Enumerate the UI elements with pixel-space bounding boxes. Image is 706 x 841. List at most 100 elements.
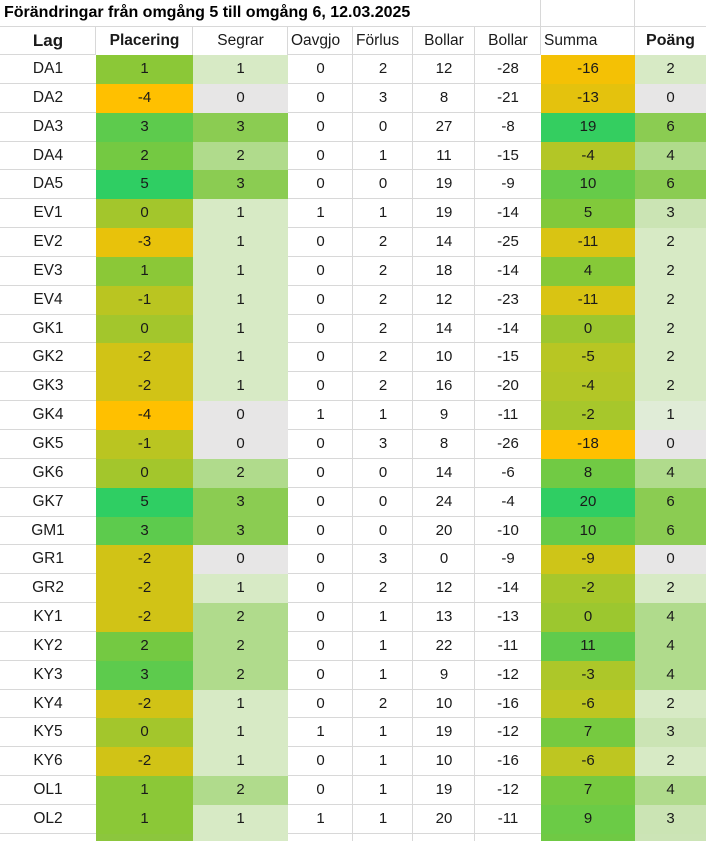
cell-poang[interactable]: 2 <box>635 228 706 257</box>
header-cell-forluster[interactable]: Förlus <box>353 27 413 55</box>
cell-oavgjorda[interactable]: 1 <box>288 401 353 430</box>
cell-oavgjorda[interactable]: 0 <box>288 574 353 603</box>
cell-poang[interactable]: 2 <box>635 343 706 373</box>
header-cell-segrar[interactable]: Segrar <box>193 27 288 55</box>
cell-summa[interactable]: -11 <box>541 285 635 315</box>
cell-summa[interactable]: -6 <box>541 689 635 719</box>
cell-bollar-for[interactable]: 10 <box>413 747 475 776</box>
cell-summa[interactable]: -5 <box>541 343 635 373</box>
header-cell-bollar-for[interactable]: Bollar <box>413 27 475 55</box>
cell-lag[interactable]: GK4 <box>0 401 96 430</box>
cell-segrar[interactable]: 1 <box>193 689 288 719</box>
cell-poang[interactable]: 4 <box>635 141 706 171</box>
cell-bollar-for[interactable]: 14 <box>413 459 475 488</box>
cell-bollar-for[interactable]: 19 <box>413 170 475 199</box>
cell-placering[interactable]: 3 <box>96 516 193 546</box>
cell-segrar[interactable]: 1 <box>193 804 288 834</box>
cell-oavgjorda[interactable]: 0 <box>288 488 353 517</box>
cell-placering[interactable]: -4 <box>96 83 193 113</box>
cell-oavgjorda[interactable]: 0 <box>288 372 353 401</box>
cell-summa[interactable]: 0 <box>541 603 635 632</box>
cell-placering[interactable]: 0 <box>96 458 193 488</box>
cell-forluster[interactable]: 0 <box>353 170 413 199</box>
cell-oavgjorda[interactable]: 0 <box>288 142 353 171</box>
cell-forluster[interactable]: 2 <box>353 228 413 257</box>
cell-bollar-for[interactable]: 13 <box>413 603 475 632</box>
cell-bollar-mot[interactable]: -9 <box>475 545 541 574</box>
partial-cell-poang[interactable] <box>635 833 706 841</box>
cell-oavgjorda[interactable]: 0 <box>288 430 353 459</box>
partial-cell-forluster[interactable] <box>353 834 413 841</box>
cell-bollar-mot[interactable]: -16 <box>475 747 541 776</box>
cell-lag[interactable]: GK5 <box>0 430 96 459</box>
cell-segrar[interactable]: 1 <box>193 372 288 402</box>
cell-lag[interactable]: EV4 <box>0 286 96 315</box>
cell-forluster[interactable]: 1 <box>353 401 413 430</box>
cell-summa[interactable]: -18 <box>541 429 635 459</box>
cell-summa[interactable]: 4 <box>541 256 635 286</box>
cell-bollar-mot[interactable]: -8 <box>475 113 541 142</box>
cell-placering[interactable]: 3 <box>96 660 193 690</box>
cell-poang[interactable]: 2 <box>635 689 706 719</box>
cell-segrar[interactable]: 2 <box>193 776 288 805</box>
cell-forluster[interactable]: 1 <box>353 603 413 632</box>
cell-summa[interactable]: 20 <box>541 487 635 517</box>
cell-oavgjorda[interactable]: 0 <box>288 257 353 286</box>
partial-cell-placering[interactable] <box>96 833 193 841</box>
cell-oavgjorda[interactable]: 0 <box>288 315 353 344</box>
cell-lag[interactable]: GK7 <box>0 488 96 517</box>
cell-summa[interactable]: 0 <box>541 314 635 344</box>
cell-placering[interactable]: 3 <box>96 112 193 142</box>
cell-forluster[interactable]: 0 <box>353 113 413 142</box>
cell-oavgjorda[interactable]: 1 <box>288 718 353 747</box>
cell-summa[interactable]: -4 <box>541 372 635 402</box>
cell-bollar-for[interactable]: 11 <box>413 142 475 171</box>
cell-poang[interactable]: 6 <box>635 170 706 200</box>
cell-placering[interactable]: 1 <box>96 776 193 805</box>
cell-poang[interactable]: 4 <box>635 660 706 690</box>
cell-lag[interactable]: DA2 <box>0 84 96 113</box>
cell-bollar-for[interactable]: 12 <box>413 55 475 84</box>
header-cell-lag[interactable]: Lag <box>0 27 96 55</box>
cell-placering[interactable]: 2 <box>96 631 193 661</box>
cell-bollar-for[interactable]: 27 <box>413 113 475 142</box>
cell-lag[interactable]: DA3 <box>0 113 96 142</box>
cell-lag[interactable]: KY4 <box>0 690 96 719</box>
cell-forluster[interactable]: 1 <box>353 142 413 171</box>
cell-bollar-for[interactable]: 19 <box>413 776 475 805</box>
cell-poang[interactable]: 6 <box>635 112 706 142</box>
header-cell-placering[interactable]: Placering <box>96 27 193 55</box>
cell-poang[interactable]: 3 <box>635 804 706 834</box>
cell-placering[interactable]: -2 <box>96 603 193 632</box>
cell-lag[interactable]: KY5 <box>0 718 96 747</box>
cell-poang[interactable]: 1 <box>635 401 706 430</box>
cell-placering[interactable]: -2 <box>96 747 193 777</box>
cell-bollar-mot[interactable]: -25 <box>475 228 541 257</box>
cell-placering[interactable]: 1 <box>96 55 193 84</box>
cell-oavgjorda[interactable]: 0 <box>288 113 353 142</box>
cell-bollar-mot[interactable]: -20 <box>475 372 541 401</box>
cell-poang[interactable]: 2 <box>635 285 706 315</box>
cell-placering[interactable]: -2 <box>96 574 193 604</box>
header-cell-poang[interactable]: Poäng <box>646 32 695 49</box>
cell-segrar[interactable]: 3 <box>193 516 288 546</box>
cell-oavgjorda[interactable]: 1 <box>288 805 353 834</box>
cell-oavgjorda[interactable]: 0 <box>288 55 353 84</box>
cell-poang[interactable]: 4 <box>635 458 706 488</box>
cell-summa[interactable]: 10 <box>541 170 635 200</box>
cell-placering[interactable]: -1 <box>96 429 193 459</box>
cell-placering[interactable]: -4 <box>96 401 193 430</box>
cell-bollar-mot[interactable]: -21 <box>475 84 541 113</box>
cell-forluster[interactable]: 1 <box>353 632 413 661</box>
cell-lag[interactable]: KY1 <box>0 603 96 632</box>
cell-bollar-mot[interactable]: -12 <box>475 718 541 747</box>
cell-placering[interactable]: -3 <box>96 228 193 257</box>
cell-oavgjorda[interactable]: 0 <box>288 286 353 315</box>
cell-forluster[interactable]: 3 <box>353 430 413 459</box>
cell-segrar[interactable]: 2 <box>193 141 288 171</box>
title-cell[interactable]: Förändringar från omgång 5 till omgång 6… <box>0 0 706 27</box>
cell-bollar-mot[interactable]: -10 <box>475 517 541 546</box>
cell-bollar-for[interactable]: 16 <box>413 372 475 401</box>
cell-bollar-mot[interactable]: -15 <box>475 142 541 171</box>
cell-bollar-mot[interactable]: -14 <box>475 315 541 344</box>
